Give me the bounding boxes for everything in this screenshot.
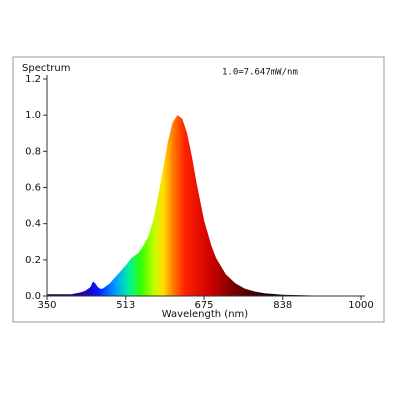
- y-tick-label: 0.8: [25, 146, 41, 157]
- x-tick-label: 513: [116, 300, 135, 311]
- x-tick-label: 1000: [348, 300, 373, 311]
- x-tick-label: 675: [194, 300, 213, 311]
- x-tick-label: 838: [273, 300, 292, 311]
- annotation: 1.0=7.647mW/nm: [222, 68, 298, 78]
- x-axis-label: Wavelength (nm): [162, 309, 248, 320]
- y-tick-label: 0.6: [25, 183, 41, 194]
- x-tick-label: 350: [37, 300, 56, 311]
- y-tick-label: 0.4: [25, 219, 41, 230]
- spectrum-area: [47, 115, 361, 296]
- frame: [12, 56, 385, 323]
- chart-title: Spectrum: [22, 63, 70, 74]
- y-tick-label: 0.0: [25, 291, 41, 302]
- y-tick-label: 1.2: [25, 74, 41, 85]
- y-tick-label: 1.0: [25, 110, 41, 121]
- y-tick-label: 0.2: [25, 255, 41, 266]
